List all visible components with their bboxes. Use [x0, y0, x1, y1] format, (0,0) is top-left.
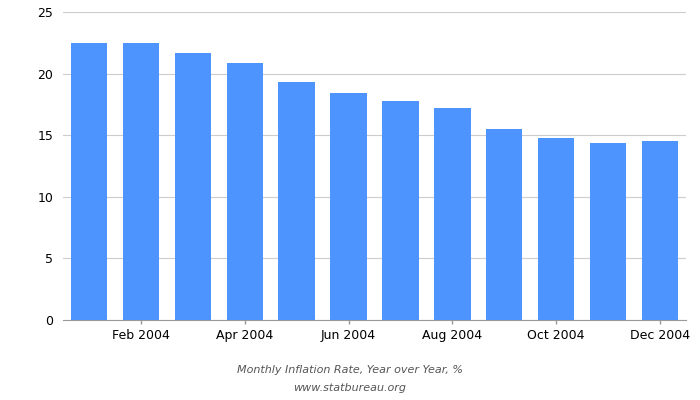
- Bar: [227, 62, 263, 320]
- Bar: [382, 101, 419, 320]
- Text: Monthly Inflation Rate, Year over Year, %: Monthly Inflation Rate, Year over Year, …: [237, 365, 463, 375]
- Bar: [174, 53, 211, 320]
- Bar: [279, 82, 315, 320]
- Bar: [122, 43, 159, 320]
- Bar: [590, 142, 626, 320]
- Bar: [330, 93, 367, 320]
- Bar: [434, 108, 470, 320]
- Bar: [71, 43, 107, 320]
- Text: www.statbureau.org: www.statbureau.org: [293, 383, 407, 393]
- Bar: [642, 141, 678, 320]
- Bar: [486, 129, 522, 320]
- Bar: [538, 138, 575, 320]
